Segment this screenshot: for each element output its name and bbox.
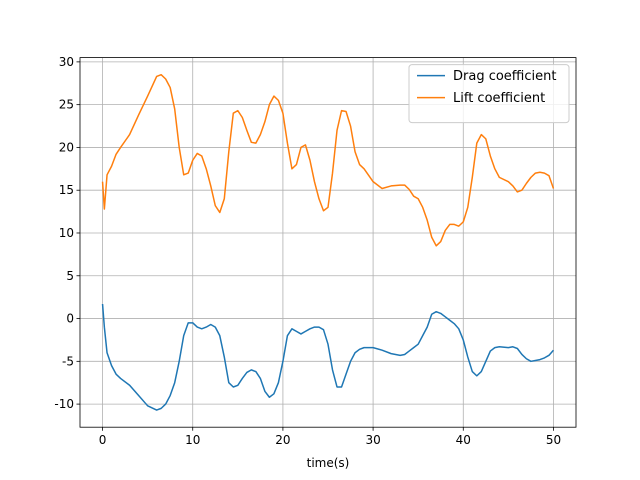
data-line xyxy=(101,303,555,411)
x-tick-label: 40 xyxy=(456,433,471,447)
legend: Drag coefficient Lift coefficient xyxy=(408,64,570,124)
y-tick-label: 10 xyxy=(59,226,74,240)
legend-label: Lift coefficient xyxy=(453,91,545,106)
legend-label: Drag coefficient xyxy=(453,69,556,84)
x-tick-label: 0 xyxy=(99,433,107,447)
legend-box xyxy=(408,64,570,124)
y-tick-label: 30 xyxy=(59,55,74,69)
y-tick-label: 25 xyxy=(59,98,74,112)
y-tick-label: 15 xyxy=(59,183,74,197)
y-tick-label: 20 xyxy=(59,140,74,154)
x-tick-label: 20 xyxy=(275,433,290,447)
y-tick-label: 0 xyxy=(66,312,74,326)
x-tick-label: 50 xyxy=(546,433,561,447)
data-line xyxy=(101,73,555,247)
x-axis-label: time(s) xyxy=(307,456,350,470)
y-tick-label: -10 xyxy=(54,397,74,411)
plot-frame xyxy=(79,57,577,428)
y-tick-label: -5 xyxy=(62,354,74,368)
y-tick-label: 5 xyxy=(66,269,74,283)
x-tick-label: 10 xyxy=(185,433,200,447)
x-tick-label: 30 xyxy=(365,433,380,447)
